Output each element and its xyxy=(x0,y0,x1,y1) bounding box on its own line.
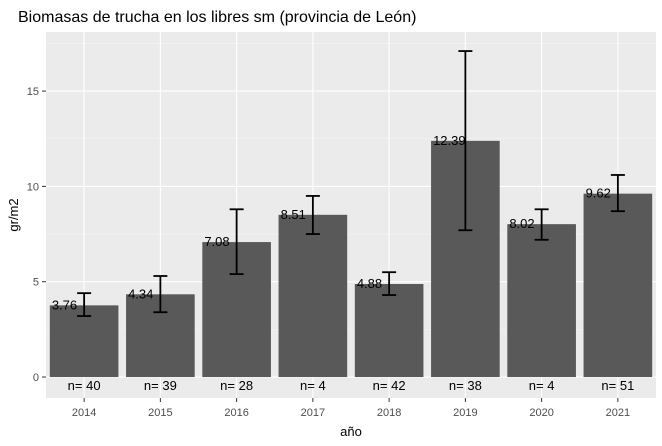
bar-value-labels: 3.76 4.34 7.08 8.51 4.88 12.39 8.02 9.62 xyxy=(52,133,611,313)
y-tick-label: 10 xyxy=(27,181,39,193)
x-tick-label: 2021 xyxy=(606,407,630,419)
x-axis-ticks: 2014 2015 2016 2017 2018 2019 2020 2021 xyxy=(72,398,630,419)
bar xyxy=(583,193,653,378)
error-bar xyxy=(534,208,549,241)
error-bar xyxy=(153,275,168,314)
bar xyxy=(354,284,424,378)
sample-size-label: n= 38 xyxy=(449,378,482,393)
x-tick-label: 2019 xyxy=(453,407,477,419)
sample-size-label: n= 51 xyxy=(601,378,634,393)
bar-value-label: 4.88 xyxy=(357,276,382,291)
bar-value-label: 8.02 xyxy=(509,216,534,231)
bar xyxy=(49,305,119,378)
y-axis-title: gr/m2 xyxy=(6,198,21,231)
error-bars xyxy=(77,50,625,317)
y-tick-label: 5 xyxy=(33,277,39,289)
bar-value-label: 7.08 xyxy=(204,234,229,249)
x-tick-label: 2020 xyxy=(529,407,553,419)
sample-size-label: n= 4 xyxy=(529,378,555,393)
x-axis-title: año xyxy=(340,424,362,439)
bar-value-label: 9.62 xyxy=(586,186,611,201)
x-tick-label: 2018 xyxy=(377,407,401,419)
bar xyxy=(278,214,348,378)
bar-value-label: 8.51 xyxy=(281,207,306,222)
bar xyxy=(507,224,576,378)
y-axis-ticks: 0 5 10 15 xyxy=(27,86,46,384)
error-bar xyxy=(229,208,244,275)
sample-size-label: n= 40 xyxy=(68,378,101,393)
bar-value-label: 12.39 xyxy=(433,133,466,148)
sample-size-label: n= 4 xyxy=(300,378,326,393)
error-bar xyxy=(305,195,320,235)
error-bar xyxy=(458,50,473,232)
x-tick-label: 2015 xyxy=(148,407,172,419)
bar-value-label: 4.34 xyxy=(128,286,153,301)
sample-size-labels: n= 40 n= 39 n= 28 n= 4 n= 42 n= 38 n= 4 n= 51 xyxy=(68,378,635,393)
x-tick-label: 2017 xyxy=(301,407,325,419)
error-bar xyxy=(382,271,397,296)
sample-size-label: n= 42 xyxy=(373,378,406,393)
sample-size-label: n= 39 xyxy=(144,378,177,393)
x-tick-label: 2016 xyxy=(224,407,248,419)
x-tick-label: 2014 xyxy=(72,407,96,419)
chart-title: Biomasas de trucha en los libres sm (pro… xyxy=(18,9,416,26)
sample-size-label: n= 28 xyxy=(220,378,253,393)
error-bar xyxy=(77,292,92,317)
y-tick-label: 15 xyxy=(27,86,39,98)
y-tick-label: 0 xyxy=(33,372,39,384)
error-bar xyxy=(610,174,625,213)
bar-value-label: 3.76 xyxy=(52,297,77,312)
